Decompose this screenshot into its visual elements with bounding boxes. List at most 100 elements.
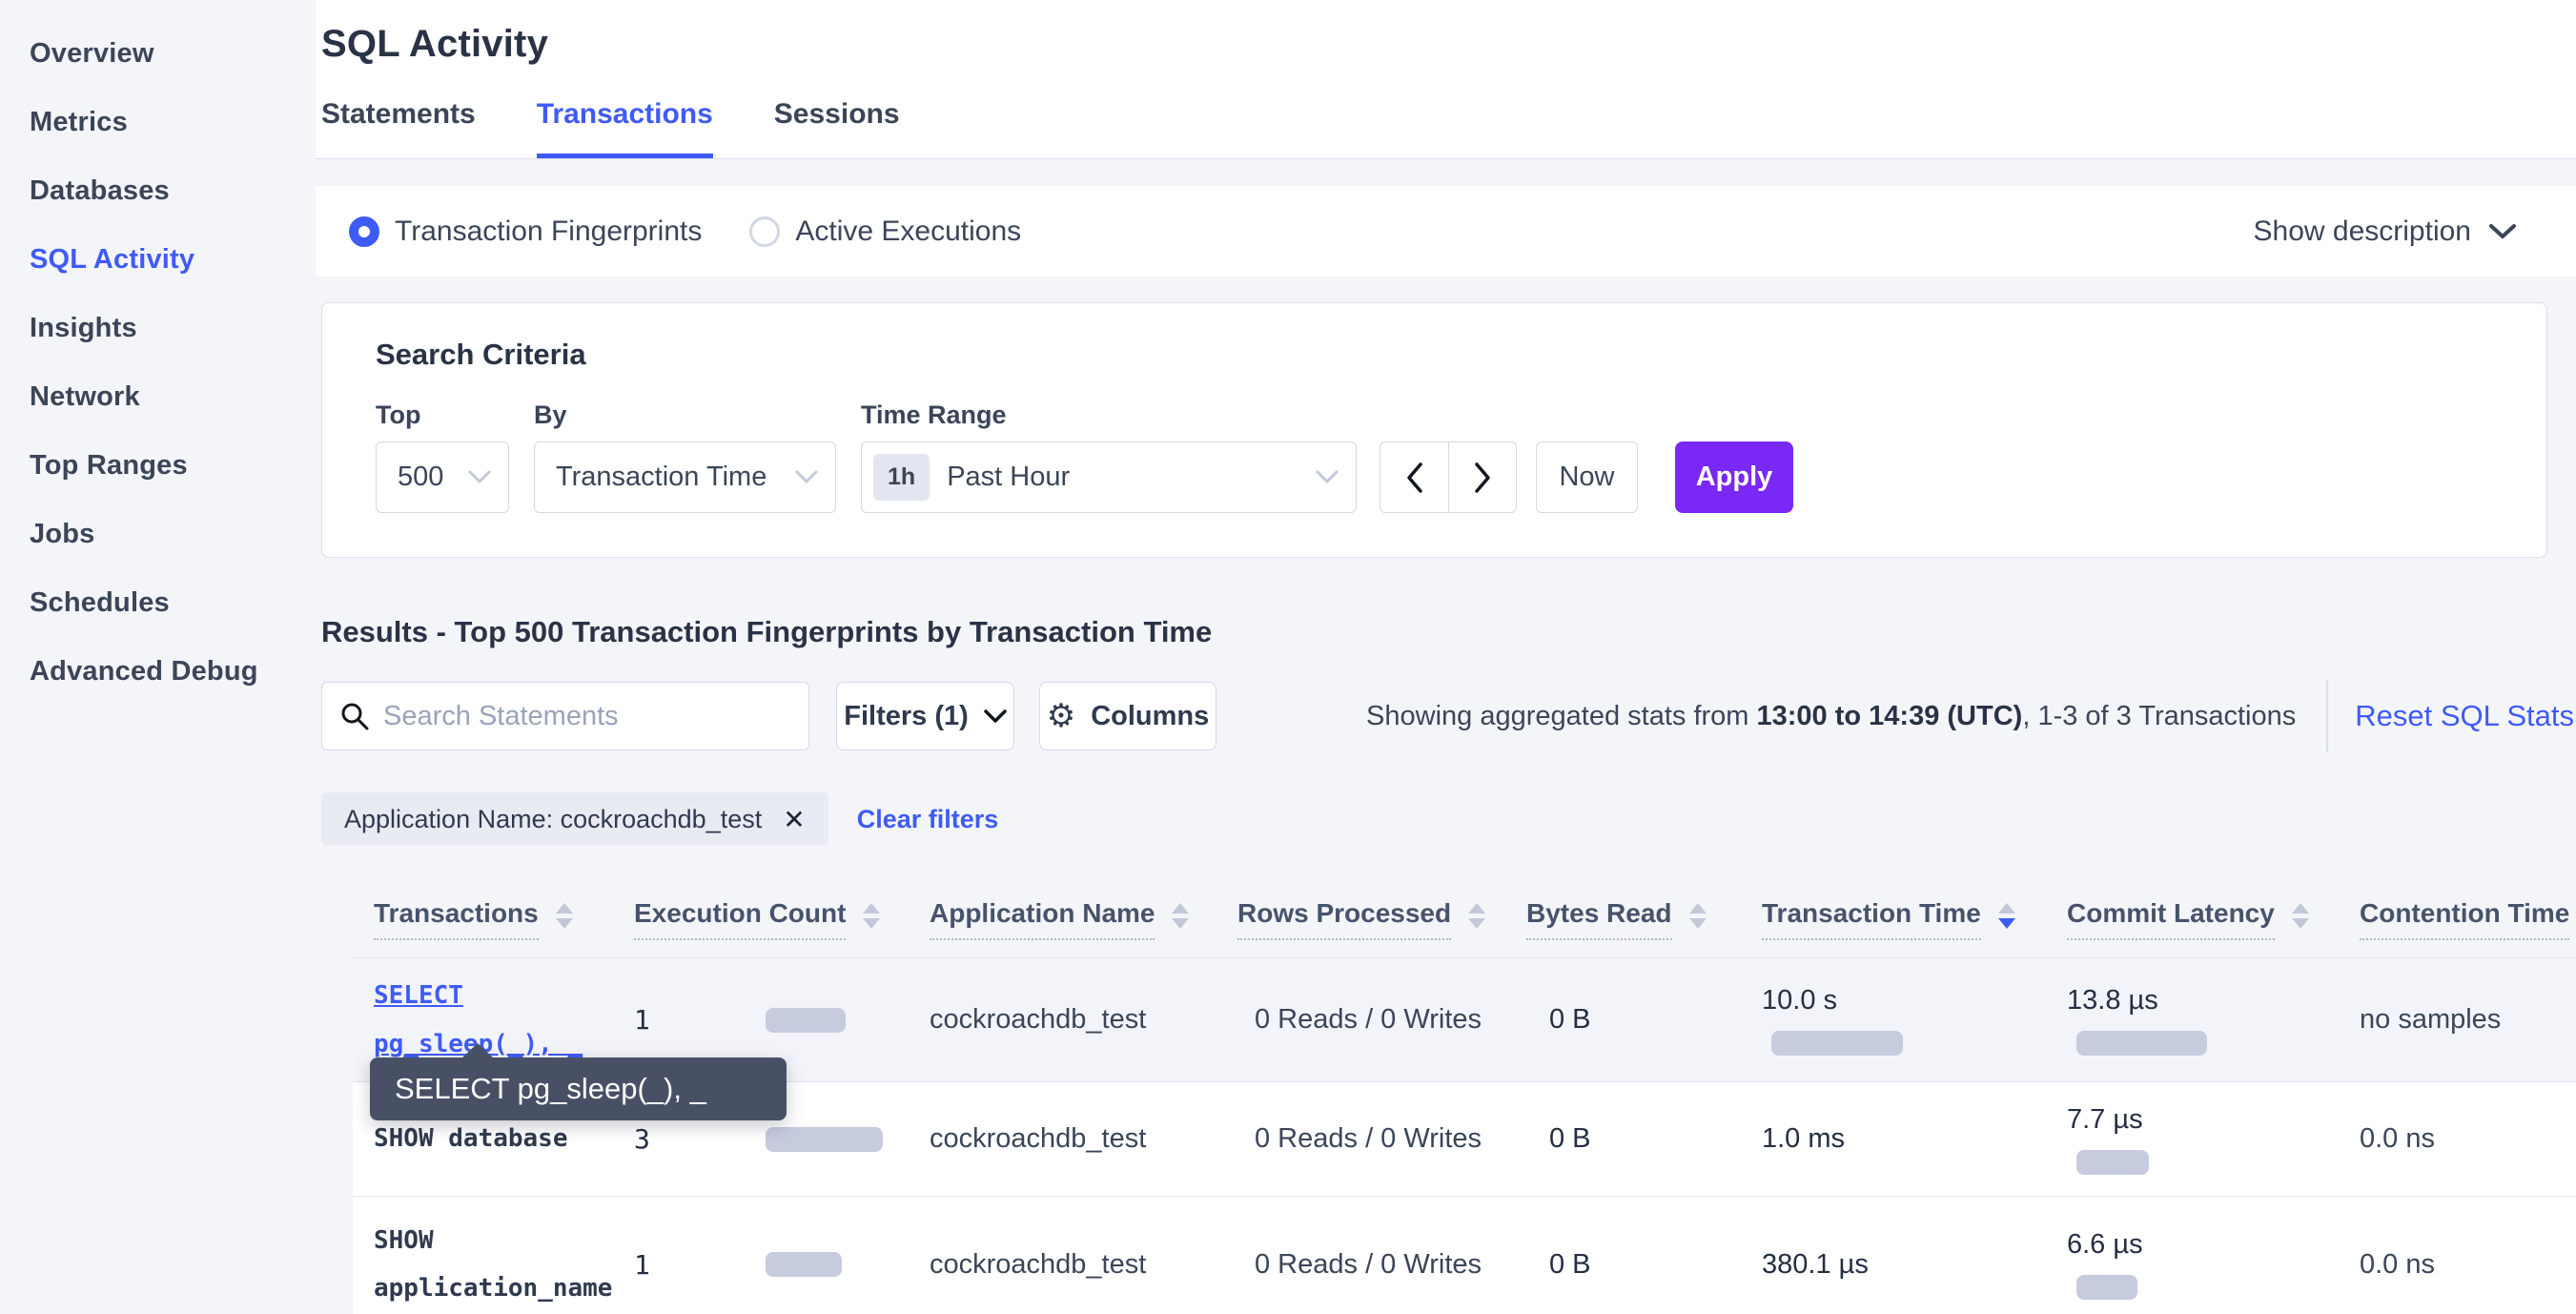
commit-latency-value: 13.8 µs <box>2067 984 2158 1016</box>
commit-latency-cell: 7.7 µs <box>2067 1104 2360 1175</box>
time-range-select[interactable]: 1h Past Hour <box>861 441 1357 513</box>
time-range-next-button[interactable] <box>1448 441 1517 513</box>
sort-icon[interactable] <box>1688 902 1707 929</box>
radio-selected-icon[interactable] <box>349 216 379 247</box>
execution-count-bar <box>766 1252 842 1277</box>
tab-bar: Statements Transactions Sessions <box>321 98 900 158</box>
column-header-transactions[interactable]: Transactions <box>353 898 634 940</box>
top-select[interactable]: 500 <box>376 441 509 513</box>
radio-active-executions[interactable]: Active Executions <box>749 216 1021 248</box>
now-button[interactable]: Now <box>1536 441 1638 513</box>
results-controls: Filters (1) ⚙ Columns Showing aggregated… <box>321 680 2576 752</box>
tab-statements[interactable]: Statements <box>321 98 476 130</box>
page-title: SQL Activity <box>321 23 549 65</box>
transaction-time-cell: 10.0 s <box>1762 985 2067 1056</box>
time-range-field: Time Range 1h Past Hour <box>861 400 1357 513</box>
by-select[interactable]: Transaction Time <box>534 441 836 513</box>
radio-label: Transaction Fingerprints <box>395 215 703 247</box>
commit-latency-value: 6.6 µs <box>2067 1229 2143 1260</box>
filters-button[interactable]: Filters (1) <box>836 682 1014 750</box>
tab-transactions[interactable]: Transactions <box>536 98 713 158</box>
stats-time-range: 13:00 to 14:39 (UTC) <box>1756 700 2023 731</box>
time-range-prev-button[interactable] <box>1380 441 1448 513</box>
sidebar-item-overview[interactable]: Overview <box>30 37 154 69</box>
time-range-pager <box>1380 441 1517 513</box>
table-row[interactable]: SHOW application_name 1 cockroachdb_test… <box>353 1196 2576 1314</box>
sidebar-item-metrics[interactable]: Metrics <box>30 106 128 137</box>
sort-icon-active-desc[interactable] <box>1997 902 2015 929</box>
clear-filters-link[interactable]: Clear filters <box>856 804 999 833</box>
column-header-commit-latency[interactable]: Commit Latency <box>2067 898 2360 940</box>
column-header-bytes-read[interactable]: Bytes Read <box>1526 898 1762 940</box>
contention-time-cell: no samples <box>2360 1004 2502 1035</box>
sidebar-item-sql-activity[interactable]: SQL Activity <box>30 243 195 275</box>
transaction-fingerprint-text[interactable]: SHOW database <box>374 1124 568 1154</box>
bytes-read-cell: 0 B <box>1549 1004 1591 1035</box>
bytes-read-cell: 0 B <box>1549 1248 1591 1280</box>
top-label: Top <box>376 400 421 429</box>
column-header-contention-time[interactable]: Contention Time <box>2360 898 2576 940</box>
transaction-time-bar <box>1771 1030 1903 1056</box>
transaction-time-cell: 1.0 ms <box>1762 1123 2067 1155</box>
results-heading: Results - Top 500 Transaction Fingerprin… <box>321 615 1213 648</box>
filter-chip-application-name[interactable]: Application Name: cockroachdb_test ✕ <box>321 792 828 846</box>
commit-latency-bar <box>2076 1030 2207 1056</box>
execution-count-value: 1 <box>634 1004 650 1036</box>
columns-label: Columns <box>1091 700 1210 731</box>
chevron-right-icon <box>1475 462 1490 493</box>
tab-sessions[interactable]: Sessions <box>773 98 900 130</box>
sidebar-item-databases[interactable]: Databases <box>30 175 170 206</box>
chevron-down-icon <box>984 708 1007 723</box>
sort-icon[interactable] <box>2291 902 2309 929</box>
reset-sql-stats-link[interactable]: Reset SQL Stats <box>2355 699 2574 732</box>
transaction-tooltip: SELECT pg_sleep(_), _ <box>370 1043 787 1120</box>
search-criteria-title: Search Criteria <box>376 338 586 371</box>
transaction-fingerprint-text[interactable]: SHOW application_name <box>374 1225 613 1303</box>
top-select-value: 500 <box>398 462 444 492</box>
radio-transaction-fingerprints[interactable]: Transaction Fingerprints <box>349 216 702 248</box>
chevron-down-icon <box>2489 223 2516 238</box>
sidebar-item-network[interactable]: Network <box>30 380 140 412</box>
sidebar-item-insights[interactable]: Insights <box>30 312 137 343</box>
by-select-value: Transaction Time <box>556 462 767 492</box>
gear-icon: ⚙ <box>1046 698 1076 734</box>
application-name-cell: cockroachdb_test <box>930 1123 1147 1154</box>
search-statements-input[interactable] <box>383 700 791 732</box>
sidebar-item-top-ranges[interactable]: Top Ranges <box>30 449 188 481</box>
sort-icon[interactable] <box>555 902 573 929</box>
top-field: Top 500 <box>376 400 509 513</box>
sidebar-item-advanced-debug[interactable]: Advanced Debug <box>30 655 258 687</box>
contention-time-cell: 0.0 ns <box>2360 1248 2435 1280</box>
column-header-execution-count[interactable]: Execution Count <box>634 898 930 940</box>
table-body: SELECT pg_sleep(_), _ 1 cockroachdb_test… <box>353 957 2576 1314</box>
transaction-fingerprint-cell: SHOW database <box>353 1115 634 1162</box>
vertical-divider <box>2326 680 2329 752</box>
time-range-badge: 1h <box>873 454 930 501</box>
rows-processed-cell: 0 Reads / 0 Writes <box>1255 1004 1482 1035</box>
show-description-label: Show description <box>2253 215 2471 247</box>
sidebar-item-schedules[interactable]: Schedules <box>30 586 170 618</box>
sort-icon[interactable] <box>1172 902 1190 929</box>
search-criteria-card: Search Criteria Top 500 By Transaction T… <box>321 302 2547 558</box>
column-header-rows-processed[interactable]: Rows Processed <box>1237 898 1526 940</box>
close-icon[interactable]: ✕ <box>783 804 806 834</box>
execution-count-bar <box>766 1126 883 1152</box>
columns-button[interactable]: ⚙ Columns <box>1039 682 1216 750</box>
sidebar-item-jobs[interactable]: Jobs <box>30 518 95 549</box>
execution-count-cell: 1 <box>634 1004 930 1036</box>
sort-icon[interactable] <box>863 902 881 929</box>
by-label: By <box>534 400 567 429</box>
execution-count-value: 3 <box>634 1123 650 1155</box>
radio-unselected-icon[interactable] <box>749 216 781 247</box>
commit-latency-cell: 6.6 µs <box>2067 1229 2360 1300</box>
transaction-time-value: 1.0 ms <box>1762 1123 1846 1154</box>
column-header-transaction-time[interactable]: Transaction Time <box>1762 898 2067 940</box>
chevron-down-icon <box>1316 470 1339 483</box>
execution-count-cell: 3 <box>634 1123 930 1155</box>
view-toggle-bar: Transaction Fingerprints Active Executio… <box>316 186 2576 277</box>
column-header-application-name[interactable]: Application Name <box>930 898 1237 940</box>
sort-icon[interactable] <box>1468 902 1486 929</box>
show-description-toggle[interactable]: Show description <box>2254 216 2517 248</box>
apply-button[interactable]: Apply <box>1675 441 1793 513</box>
